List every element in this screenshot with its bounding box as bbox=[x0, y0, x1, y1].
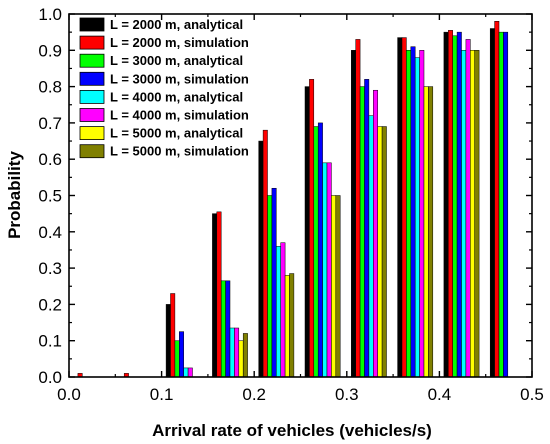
x-tick-label: 0.5 bbox=[520, 385, 544, 404]
bar-l-5000-m-analytical-0.2 bbox=[238, 340, 244, 378]
bar-l-4000-m-analytical-0.3 bbox=[322, 162, 328, 378]
bar-l-4000-m-simulation-0.2 bbox=[234, 327, 240, 378]
bar-l-5000-m-analytical-0.25 bbox=[284, 275, 290, 378]
legend: L = 2000 m, analytical L = 2000 m, simula… bbox=[79, 17, 249, 159]
bar-l-3000-m-simulation-0.3 bbox=[317, 122, 323, 378]
bar-l-4000-m-simulation-0.15 bbox=[187, 367, 193, 378]
bar-l-3000-m-analytical-0.5 bbox=[498, 31, 504, 378]
bar-l-3000-m-simulation-0.4 bbox=[410, 46, 416, 378]
bar-l-4000-m-analytical-0.25 bbox=[276, 246, 281, 378]
bar-l-2000-m-analytical-0.15 bbox=[165, 304, 171, 378]
bar-l-2000-m-analytical-0.4 bbox=[397, 37, 403, 378]
bar-l-4000-m-simulation-0.4 bbox=[419, 50, 425, 378]
bar-l-3000-m-simulation-0.25 bbox=[271, 187, 277, 378]
y-tick-label: 0.6 bbox=[38, 150, 62, 169]
x-tick-labels: 0.0 0.1 0.2 0.3 0.4 0.5 bbox=[57, 385, 544, 404]
x-axis-title: Arrival rate of vehicles (vehicles/s) bbox=[152, 421, 432, 440]
bar-l-3000-m-analytical-0.2 bbox=[220, 280, 226, 378]
bar-l-4000-m-analytical-0.45 bbox=[461, 50, 467, 378]
bar-l-3000-m-simulation-0.5 bbox=[503, 31, 509, 378]
bar-l-4000-m-analytical-0.4 bbox=[414, 57, 420, 378]
bar-l-3000-m-analytical-0.35 bbox=[359, 86, 365, 378]
bar-l-2000-m-simulation-0.4 bbox=[401, 37, 407, 378]
bar-l-2000-m-analytical-0.25 bbox=[258, 140, 264, 378]
bar-l-3000-m-analytical-0.3 bbox=[313, 126, 319, 378]
bar-l-4000-m-simulation-0.3 bbox=[326, 162, 332, 378]
bar-l-4000-m-simulation-0.35 bbox=[373, 89, 378, 378]
bar-l-4000-m-simulation-0.45 bbox=[465, 39, 471, 378]
bar-l-2000-m-analytical-0.3 bbox=[304, 86, 310, 378]
x-tick-label: 0.0 bbox=[57, 385, 81, 404]
bar-l-2000-m-analytical-0.45 bbox=[443, 31, 449, 378]
bar-l-2000-m-simulation-0.45 bbox=[448, 30, 453, 378]
legend-swatch bbox=[79, 126, 105, 140]
bar-l-2000-m-analytical-0.35 bbox=[351, 50, 356, 378]
bar-l-5000-m-simulation-0.35 bbox=[381, 126, 387, 378]
bar-l-2000-m-analytical-0.5 bbox=[489, 28, 495, 378]
bar-l-5000-m-analytical-0.45 bbox=[470, 50, 475, 378]
bar-l-3000-m-simulation-0.45 bbox=[456, 31, 462, 378]
x-tick-label: 0.2 bbox=[242, 385, 266, 404]
bar-l-2000-m-simulation-0.35 bbox=[355, 39, 361, 378]
y-tick-labels: 0.0 0.1 0.2 0.3 0.4 0.5 0.6 0.7 0.8 0.9 1.0 bbox=[38, 5, 62, 387]
legend-entry: L = 2000 m, simulation bbox=[110, 35, 249, 50]
y-tick-label: 0.4 bbox=[38, 223, 62, 242]
legend-entry: L = 3000 m, analytical bbox=[110, 53, 243, 68]
bar-l-5000-m-analytical-0.4 bbox=[423, 86, 429, 378]
bar-l-3000-m-analytical-0.4 bbox=[406, 50, 412, 378]
bar-l-5000-m-analytical-0.35 bbox=[377, 126, 383, 378]
y-tick-label: 0.7 bbox=[38, 114, 62, 133]
y-axis-title: Probability bbox=[5, 151, 24, 239]
legend-swatch bbox=[79, 53, 105, 68]
y-tick-label: 0.2 bbox=[38, 295, 62, 314]
axes-layer bbox=[68, 13, 533, 378]
legend-entry: L = 5000 m, analytical bbox=[110, 126, 243, 141]
x-tick-label: 0.1 bbox=[150, 385, 174, 404]
bar-l-2000-m-simulation-0.2 bbox=[216, 211, 222, 378]
bar-l-4000-m-analytical-0.2 bbox=[229, 327, 235, 378]
bar-l-5000-m-analytical-0.3 bbox=[331, 195, 337, 378]
legend-entry: L = 5000 m, simulation bbox=[110, 144, 249, 159]
bar-l-2000-m-simulation-0.15 bbox=[170, 293, 176, 378]
legend-swatch bbox=[79, 108, 105, 122]
bar-l-3000-m-analytical-0.15 bbox=[174, 340, 180, 378]
y-tick-label: 0.0 bbox=[38, 368, 62, 387]
legend-swatch bbox=[79, 17, 105, 32]
bar-l-4000-m-analytical-0.35 bbox=[368, 115, 374, 378]
bar-l-5000-m-simulation-0.3 bbox=[335, 195, 341, 378]
bar-l-5000-m-simulation-0.25 bbox=[289, 273, 295, 378]
y-tick-label: 1.0 bbox=[38, 5, 62, 24]
legend-swatch bbox=[79, 71, 105, 86]
bar-l-4000-m-analytical-0.15 bbox=[183, 367, 189, 378]
legend-entry: L = 2000 m, analytical bbox=[110, 17, 243, 32]
bar-l-5000-m-simulation-0.4 bbox=[428, 86, 434, 378]
legend-entry: L = 4000 m, simulation bbox=[110, 108, 249, 123]
y-tick-label: 0.9 bbox=[38, 41, 62, 60]
y-tick-label: 0.3 bbox=[38, 259, 62, 278]
bar-l-3000-m-analytical-0.45 bbox=[452, 35, 458, 378]
bar-l-5000-m-simulation-0.2 bbox=[242, 333, 248, 378]
bar-l-3000-m-simulation-0.35 bbox=[364, 79, 370, 378]
legend-swatch bbox=[79, 90, 105, 104]
y-tick-label: 0.1 bbox=[38, 332, 62, 351]
bar-l-5000-m-simulation-0.45 bbox=[474, 50, 480, 378]
legend-swatch bbox=[79, 144, 105, 159]
x-tick-label: 0.4 bbox=[428, 385, 452, 404]
x-tick-label: 0.3 bbox=[335, 385, 359, 404]
bar-l-2000-m-analytical-0.2 bbox=[212, 213, 218, 378]
bar-l-3000-m-simulation-0.15 bbox=[179, 331, 184, 378]
bar-l-4000-m-simulation-0.25 bbox=[280, 242, 286, 378]
legend-swatch bbox=[79, 35, 105, 50]
bar-l-2000-m-simulation-0.5 bbox=[494, 21, 500, 378]
y-tick-label: 0.5 bbox=[38, 187, 62, 206]
y-tick-label: 0.8 bbox=[38, 78, 62, 97]
legend-entry: L = 3000 m, simulation bbox=[110, 71, 249, 86]
legend-entry: L = 4000 m, analytical bbox=[110, 89, 243, 104]
bar-l-3000-m-analytical-0.25 bbox=[267, 195, 273, 378]
bar-l-2000-m-simulation-0.25 bbox=[262, 129, 268, 378]
bar-l-2000-m-simulation-0.3 bbox=[309, 79, 315, 378]
bar-l-3000-m-simulation-0.2 bbox=[225, 280, 231, 378]
